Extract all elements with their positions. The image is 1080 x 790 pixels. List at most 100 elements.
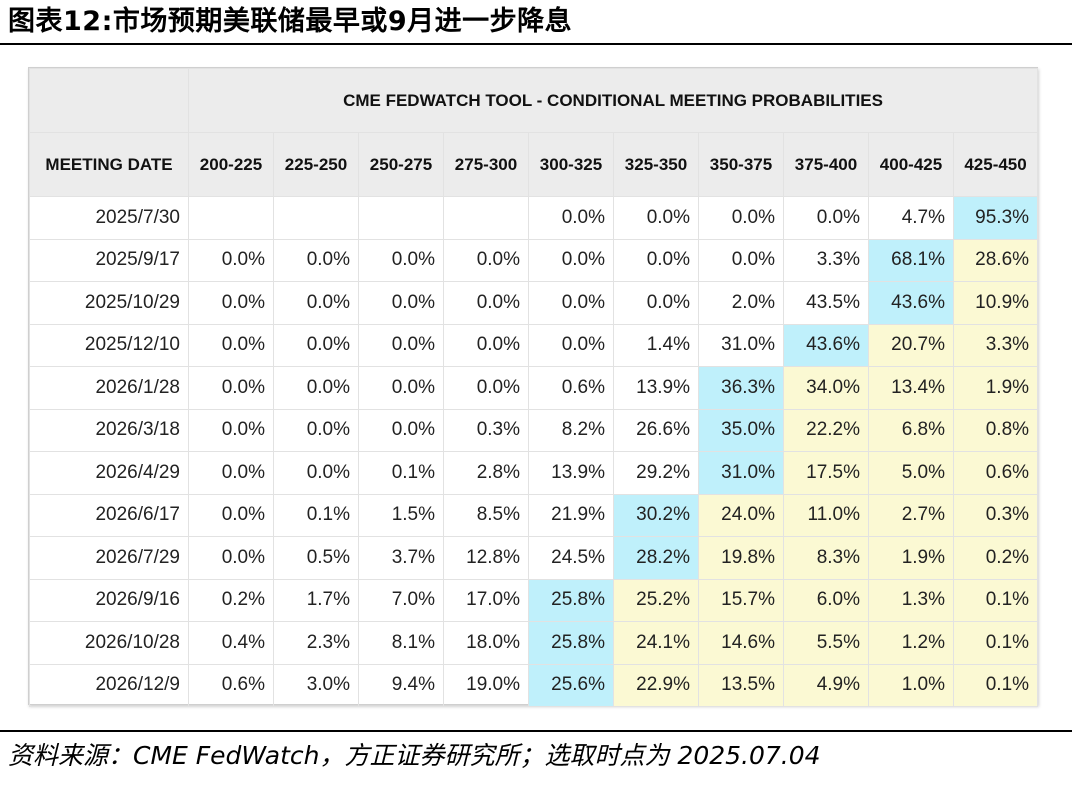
super-header-row: CME FEDWATCH TOOL - CONDITIONAL MEETING … xyxy=(29,68,1039,133)
probability-cell: 24.5% xyxy=(528,536,614,580)
probability-cell: 28.2% xyxy=(613,536,699,580)
probability-cell: 13.9% xyxy=(613,366,699,410)
table-row: 2026/7/29 0.0% 0.5% 3.7% 12.8% 24.5% 28.2% 19.8… xyxy=(29,536,1039,580)
probability-cell: 0.0% xyxy=(273,323,359,367)
meeting-date-cell: 2026/3/18 xyxy=(29,408,189,452)
table-row: 2025/12/10 0.0% 0.0% 0.0% 0.0% 0.0% 1.4% 31.0% 4… xyxy=(29,323,1039,367)
probability-cell: 8.2% xyxy=(528,408,614,452)
column-header-row: MEETING DATE 200-225 225-250 250-275 275-300… xyxy=(29,132,1039,197)
probability-cell: 0.0% xyxy=(188,536,274,580)
table-row: 2026/10/28 0.4% 2.3% 8.1% 18.0% 25.8% 24.1% 14.… xyxy=(29,621,1039,665)
probability-cell: 19.8% xyxy=(698,536,784,580)
probability-cell: 10.9% xyxy=(952,281,1039,325)
probability-cell: 13.4% xyxy=(868,366,954,410)
probability-cell: 22.2% xyxy=(783,408,869,452)
probability-cell: 0.8% xyxy=(952,408,1039,452)
probability-cell: 0.0% xyxy=(273,451,359,495)
table-row: 2026/4/29 0.0% 0.0% 0.1% 2.8% 13.9% 29.2% 31.0%… xyxy=(29,451,1039,495)
probability-cell: 2.7% xyxy=(868,493,954,537)
probability-cell: 25.2% xyxy=(613,578,699,622)
probability-cell: 0.0% xyxy=(273,281,359,325)
probability-cell: 0.0% xyxy=(698,196,784,240)
probability-cell: 3.7% xyxy=(358,536,444,580)
meeting-date-cell: 2026/10/28 xyxy=(29,621,189,665)
probability-cell: 0.0% xyxy=(358,408,444,452)
column-header-range: 250-275 xyxy=(358,132,444,197)
probability-cell: 0.0% xyxy=(358,366,444,410)
meeting-date-cell: 2025/12/10 xyxy=(29,323,189,367)
probability-cell: 4.7% xyxy=(868,196,954,240)
probability-table-card: CME FEDWATCH TOOL - CONDITIONAL MEETING … xyxy=(28,67,1039,707)
source-note: 资料来源：CME FedWatch，方正证券研究所；选取时点为 2025.07.… xyxy=(8,741,821,770)
table-body: 2025/7/30 0.0% 0.0% 0.0% 0.0% 4.7% 95.3% 2025/9… xyxy=(29,196,1039,707)
probability-cell: 0.0% xyxy=(188,493,274,537)
probability-cell: 0.0% xyxy=(188,451,274,495)
probability-cell: 18.0% xyxy=(443,621,529,665)
probability-cell: 1.7% xyxy=(273,578,359,622)
probability-cell: 0.3% xyxy=(952,493,1039,537)
probability-cell: 0.0% xyxy=(698,238,784,282)
probability-cell: 14.6% xyxy=(698,621,784,665)
probability-cell: 25.8% xyxy=(528,578,614,622)
figure-title: 图表12:市场预期美联储最早或9月进一步降息 xyxy=(8,6,573,37)
probability-cell: 95.3% xyxy=(952,196,1039,240)
probability-cell: 22.9% xyxy=(613,663,699,707)
probability-cell: 8.1% xyxy=(358,621,444,665)
meeting-date-cell: 2026/4/29 xyxy=(29,451,189,495)
meeting-date-cell: 2026/6/17 xyxy=(29,493,189,537)
probability-cell: 0.0% xyxy=(358,238,444,282)
probability-cell: 1.9% xyxy=(868,536,954,580)
probability-cell: 0.0% xyxy=(613,196,699,240)
probability-cell: 6.8% xyxy=(868,408,954,452)
meeting-date-cell: 2025/9/17 xyxy=(29,238,189,282)
probability-cell: 19.0% xyxy=(443,663,529,707)
table-row: 2026/1/28 0.0% 0.0% 0.0% 0.0% 0.6% 13.9% 36.3% 3… xyxy=(29,366,1039,410)
meeting-date-cell: 2025/7/30 xyxy=(29,196,189,240)
probability-cell: 1.0% xyxy=(868,663,954,707)
probability-cell: 0.2% xyxy=(188,578,274,622)
probability-cell: 3.3% xyxy=(952,323,1039,367)
meeting-date-cell: 2026/1/28 xyxy=(29,366,189,410)
probability-cell: 0.6% xyxy=(952,451,1039,495)
probability-cell xyxy=(273,196,359,240)
probability-cell: 13.5% xyxy=(698,663,784,707)
probability-cell xyxy=(188,196,274,240)
column-header-range: 350-375 xyxy=(698,132,784,197)
probability-cell: 0.1% xyxy=(273,493,359,537)
probability-cell: 0.0% xyxy=(528,281,614,325)
table-row: 2026/3/18 0.0% 0.0% 0.0% 0.3% 8.2% 26.6% 35.0% 2… xyxy=(29,408,1039,452)
table-row: 2026/9/16 0.2% 1.7% 7.0% 17.0% 25.8% 25.2% 15.7… xyxy=(29,578,1039,622)
probability-cell: 29.2% xyxy=(613,451,699,495)
probability-cell: 1.2% xyxy=(868,621,954,665)
title-rule xyxy=(0,43,1072,45)
probability-cell: 1.3% xyxy=(868,578,954,622)
table-row: 2026/6/17 0.0% 0.1% 1.5% 8.5% 21.9% 30.2% 24.0%… xyxy=(29,493,1039,537)
probability-cell: 0.0% xyxy=(443,323,529,367)
probability-cell: 0.0% xyxy=(528,196,614,240)
column-header-meeting-date: MEETING DATE xyxy=(29,132,189,197)
column-header-range: 425-450 xyxy=(952,132,1039,197)
probability-cell: 31.0% xyxy=(698,451,784,495)
probability-cell: 0.0% xyxy=(273,408,359,452)
probability-cell xyxy=(443,196,529,240)
table-row: 2026/12/9 0.6% 3.0% 9.4% 19.0% 25.6% 22.9% 13.5… xyxy=(29,663,1039,707)
probability-cell: 0.1% xyxy=(952,578,1039,622)
super-header: CME FEDWATCH TOOL - CONDITIONAL MEETING … xyxy=(187,68,1039,133)
probability-cell: 12.8% xyxy=(443,536,529,580)
probability-cell: 9.4% xyxy=(358,663,444,707)
probability-cell: 3.3% xyxy=(783,238,869,282)
probability-cell: 0.4% xyxy=(188,621,274,665)
probability-cell: 0.0% xyxy=(443,366,529,410)
probability-cell: 31.0% xyxy=(698,323,784,367)
probability-cell: 5.5% xyxy=(783,621,869,665)
probability-cell: 1.9% xyxy=(952,366,1039,410)
probability-cell: 0.1% xyxy=(952,663,1039,707)
probability-cell: 8.3% xyxy=(783,536,869,580)
corner-cell xyxy=(29,68,189,133)
column-header-range: 300-325 xyxy=(528,132,614,197)
probability-cell: 28.6% xyxy=(952,238,1039,282)
table-row: 2025/7/30 0.0% 0.0% 0.0% 0.0% 4.7% 95.3% xyxy=(29,196,1039,240)
probability-cell: 0.3% xyxy=(443,408,529,452)
meeting-date-cell: 2026/9/16 xyxy=(29,578,189,622)
probability-cell: 24.0% xyxy=(698,493,784,537)
